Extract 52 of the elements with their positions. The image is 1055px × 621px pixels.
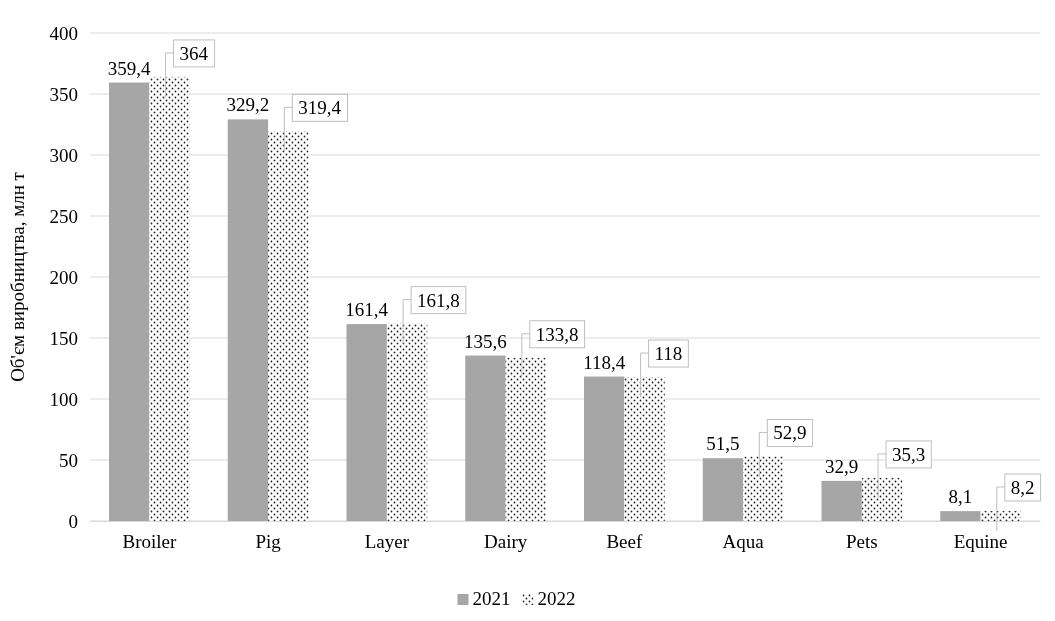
y-tick-label: 250 — [49, 205, 78, 227]
x-tick-label: Beef — [606, 531, 643, 553]
data-label: 118 — [654, 343, 683, 365]
bar — [743, 456, 784, 521]
bar — [149, 76, 190, 521]
data-label: 161,4 — [345, 299, 389, 321]
data-label: 364 — [179, 42, 209, 64]
y-tick-label: 100 — [49, 388, 78, 410]
y-axis-title: Об'єм виробництва, млн т — [7, 171, 28, 382]
data-label: 35,3 — [892, 443, 926, 465]
data-label: 329,2 — [226, 94, 270, 116]
y-tick-label: 50 — [59, 449, 78, 471]
bar — [702, 458, 744, 521]
data-label: 118,4 — [583, 351, 626, 373]
bar — [940, 511, 981, 521]
legend-label: 2022 — [537, 588, 576, 609]
y-tick-label: 300 — [49, 144, 78, 166]
data-label: 52,9 — [773, 422, 807, 444]
x-tick-label: Equine — [953, 531, 1008, 553]
x-tick-label: Broiler — [122, 531, 177, 553]
data-label: 319,4 — [298, 97, 342, 119]
y-tick-label: 350 — [49, 83, 78, 105]
bar — [227, 119, 269, 521]
data-label: 133,8 — [535, 323, 579, 345]
x-tick-label: Pets — [846, 531, 878, 553]
data-label: 161,8 — [417, 289, 460, 311]
bar — [821, 480, 862, 521]
y-tick-label: 200 — [49, 266, 78, 288]
x-tick-label: Pig — [255, 531, 282, 553]
data-label: 8,1 — [948, 486, 973, 508]
legend-label: 2021 — [472, 588, 511, 609]
x-tick-label: Dairy — [483, 531, 528, 553]
bar — [624, 377, 665, 521]
data-label: 135,6 — [464, 330, 507, 352]
y-tick-label: 0 — [68, 510, 78, 532]
bar — [346, 324, 387, 521]
data-label: 32,9 — [825, 455, 859, 477]
bar — [505, 357, 546, 521]
y-tick-label: 150 — [49, 327, 78, 349]
x-tick-label: Aqua — [722, 531, 765, 553]
bar — [465, 355, 506, 521]
bar — [386, 323, 428, 521]
bar — [268, 131, 309, 521]
bar — [980, 511, 1021, 521]
bar — [861, 477, 903, 521]
bar — [584, 376, 625, 521]
bar — [109, 82, 150, 521]
data-label: 359,4 — [107, 57, 152, 79]
x-tick-label: Layer — [364, 531, 410, 553]
data-label: 8,2 — [1010, 477, 1035, 498]
data-label: 51,5 — [706, 433, 740, 455]
y-tick-label: 400 — [49, 22, 78, 44]
